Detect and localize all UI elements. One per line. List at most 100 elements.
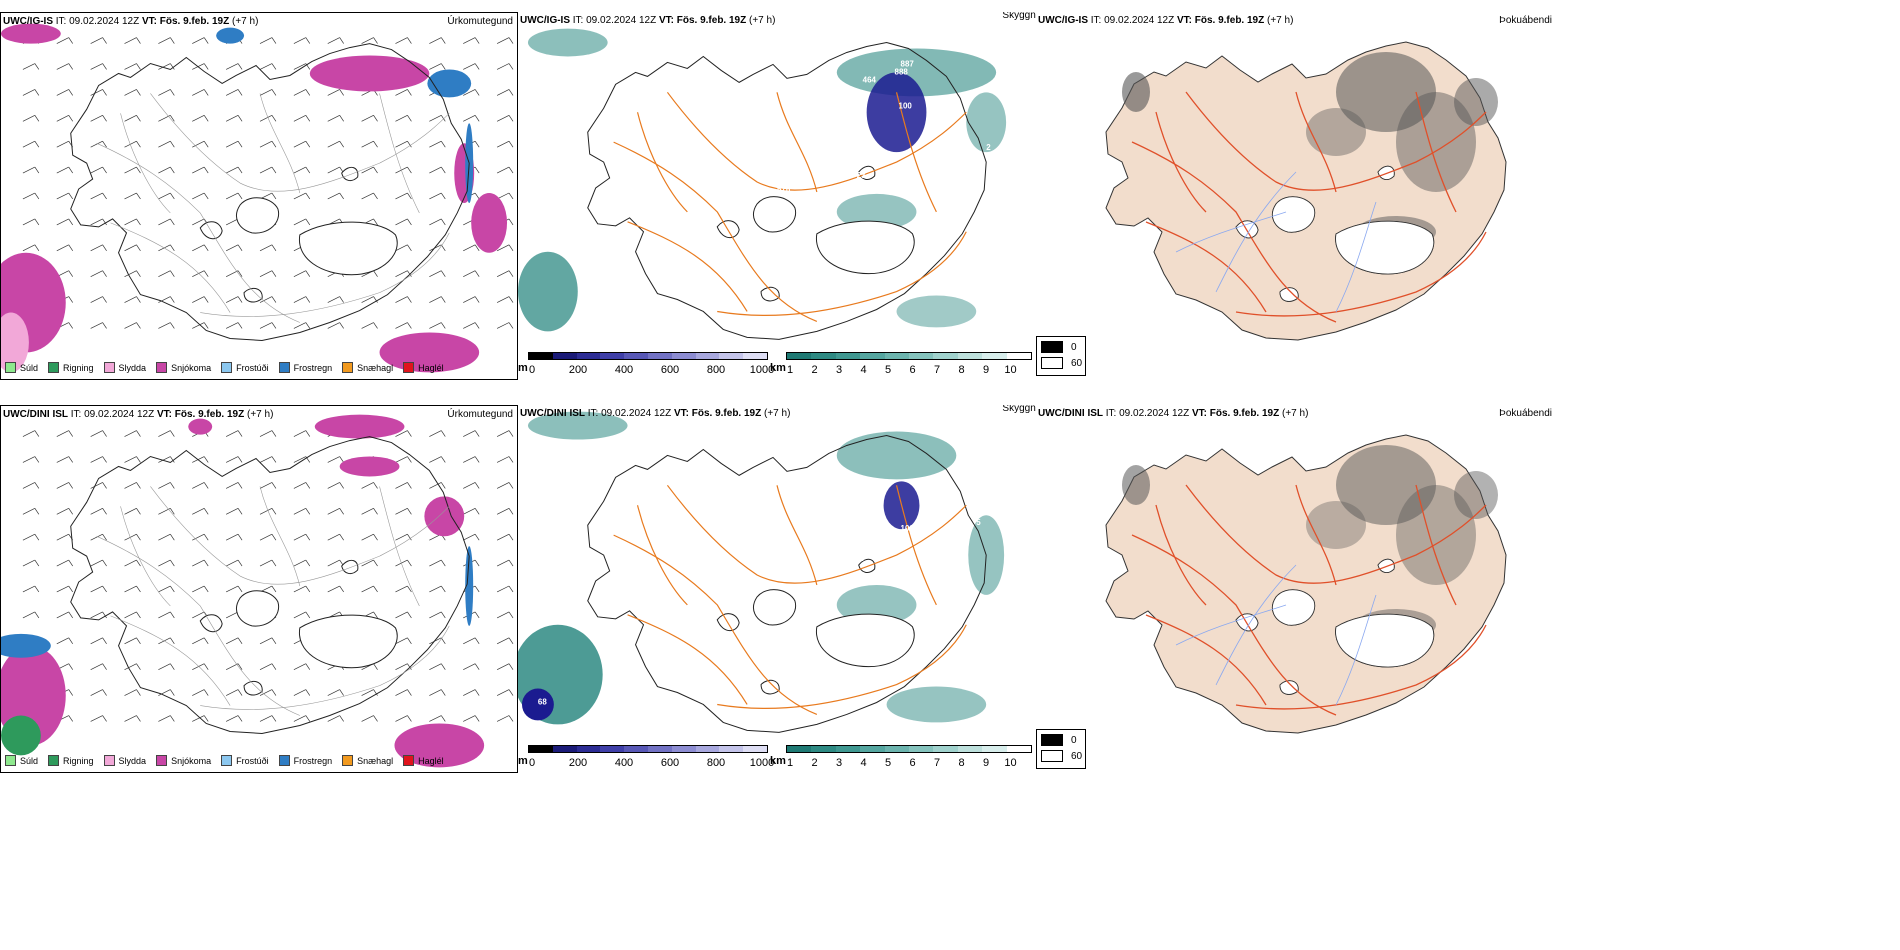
fog-map: [1105, 434, 1507, 734]
panel-title: UWC/DINI ISL IT: 09.02.2024 12Z VT: Fös.…: [3, 409, 273, 420]
precip-legend-label: Slydda: [118, 362, 147, 373]
colorbar-cell: [576, 746, 601, 752]
panel-field-name: Skyggni: [1002, 12, 1036, 21]
panel-field-name: Þokuábendi: [1499, 408, 1552, 419]
precip-legend-label: Snjókoma: [171, 755, 212, 766]
map-value-label: 888: [895, 67, 909, 76]
panel-field-name: Þokuábendi: [1499, 15, 1552, 26]
colorbar-cell: [909, 746, 934, 752]
fog-map: [1105, 41, 1507, 341]
colorbar-cell: [933, 353, 958, 359]
panel-title: UWC/DINI ISL IT: 09.02.2024 12Z VT: Fös.…: [520, 408, 790, 419]
colorbar-cell: [576, 353, 601, 359]
map-value-label: 23: [857, 171, 866, 180]
precip-legend-label: Haglél: [418, 362, 444, 373]
precip-legend-swatch: [5, 362, 16, 373]
precip-legend-label: Haglél: [418, 755, 444, 766]
panel-title: UWC/IG-IS IT: 09.02.2024 12Z VT: Fös. 9.…: [1038, 15, 1293, 26]
visibility-map: 68 31 100 5: [518, 411, 1005, 733]
visibility-tick: 3: [835, 364, 843, 376]
colorbar-cell: [860, 746, 885, 752]
precip-legend-item: Frostregn: [278, 755, 332, 766]
colorbar-cell: [552, 353, 577, 359]
precip-legend-item: Frostúði: [221, 755, 269, 766]
panel-title: UWC/IG-IS IT: 09.02.2024 12Z VT: Fös. 9.…: [3, 16, 258, 27]
precip-map: [1, 414, 514, 768]
fog-legend-item: 0: [1041, 734, 1077, 746]
precip-legend-label: Frostúði: [236, 362, 269, 373]
model-label: UWC/IG-IS: [3, 16, 53, 27]
map-value-label: 100: [899, 101, 913, 110]
visibility-tick: 10: [1004, 757, 1017, 769]
vt-value: Fös. 9.feb. 19Z: [174, 409, 247, 420]
cloud-base-tick: 0: [528, 364, 536, 376]
cloud-base-tick: 1000: [749, 364, 775, 376]
precip-legend-swatch: [156, 362, 168, 373]
colorbar-cell: [624, 353, 648, 359]
fog-legend-label: 60: [1071, 750, 1083, 762]
visibility-colorbar: [786, 745, 1032, 753]
model-label: UWC/DINI ISL: [520, 408, 585, 419]
cloud-base-tick: 1000: [749, 757, 775, 769]
colorbar-cell: [695, 353, 720, 359]
visibility-unit: km: [770, 362, 786, 374]
colorbar-cell: [982, 353, 1007, 359]
cloud-base-tick: 0: [528, 757, 536, 769]
precip-legend-swatch: [48, 362, 60, 373]
lead-time: (+7 h): [247, 409, 274, 420]
precip-legend-item: Frostregn: [278, 362, 333, 373]
colorbar-cell: [529, 353, 553, 359]
colorbar-cell: [743, 746, 767, 752]
colorbar-cell: [835, 746, 861, 752]
fog-panel-top: 0 60 UWC/IG-IS IT: 09.02.2024 12Z VT: Fös.…: [1036, 12, 1556, 380]
precip-legend-label: Snæhagl: [357, 755, 394, 766]
precip-legend-item: Slydda: [103, 755, 147, 766]
it-value: 09.02.2024 12Z: [586, 15, 659, 26]
colorbar-cell: [982, 746, 1007, 752]
colorbar-cell: [529, 746, 553, 752]
map-value-label: 100: [901, 524, 915, 533]
colorbar-cell: [957, 746, 983, 752]
precip-legend-label: Slydda: [118, 755, 147, 766]
precip-legend-swatch: [342, 755, 354, 766]
precip-legend-label: Snæhagl: [357, 362, 394, 373]
colorbar-cell: [671, 353, 696, 359]
cloud-base-tick: 200: [568, 757, 588, 769]
vt-value: Fös. 9.feb. 19Z: [1194, 15, 1267, 26]
visibility-tick: 2: [811, 364, 818, 376]
colorbar-cell: [884, 746, 910, 752]
visibility-tick: 7: [933, 757, 941, 769]
map-value-label: 31: [855, 554, 864, 563]
it-label: IT:: [55, 16, 70, 27]
vt-value: Fös. 9.feb. 19Z: [159, 16, 232, 27]
visibility-tick: 8: [958, 364, 965, 376]
it-value: 09.02.2024 12Z: [1104, 15, 1177, 26]
model-label: UWC/DINI ISL: [1038, 408, 1103, 419]
precip-legend-item: Haglél: [403, 362, 444, 373]
lead-time: (+7 h): [1282, 408, 1309, 419]
model-label: UWC/DINI ISL: [3, 409, 68, 420]
precip-legend-item: Haglél: [403, 755, 444, 766]
fog-legend-swatch: [1041, 341, 1063, 353]
precip-panel-bottom: Súld Rigning Slydda Snjókoma Frostúði Frostre…: [0, 405, 518, 773]
precip-legend-label: Frostregn: [293, 362, 333, 373]
precip-legend-item: Snjókoma: [156, 755, 211, 766]
visibility-panel-top: 464 887 888 100 264 2 23 5 576 m 0 200 400 600 800 1000…: [518, 12, 1036, 380]
visibility-tick: 2: [811, 757, 818, 769]
panel-field-name: Úrkomutegund: [447, 16, 513, 27]
precip-legend: Súld Rigning Slydda Snjókoma Frostúði Frostre…: [5, 755, 444, 766]
colorbar-cell: [552, 746, 577, 752]
precip-legend-swatch: [221, 362, 233, 373]
cloud-base-tick: 400: [614, 364, 634, 376]
colorbar-cell: [719, 746, 744, 752]
fog-legend-swatch: [1041, 357, 1063, 369]
colorbar-cell: [957, 353, 983, 359]
precip-legend-label: Rigning: [63, 362, 94, 373]
cloud-base-unit: m: [518, 362, 528, 374]
colorbar-cell: [835, 353, 861, 359]
visibility-tick: 5: [884, 757, 892, 769]
precip-legend-item: Slydda: [103, 362, 147, 373]
fog-legend: 0 60: [1036, 729, 1086, 769]
precip-legend-item: Súld: [5, 755, 38, 766]
